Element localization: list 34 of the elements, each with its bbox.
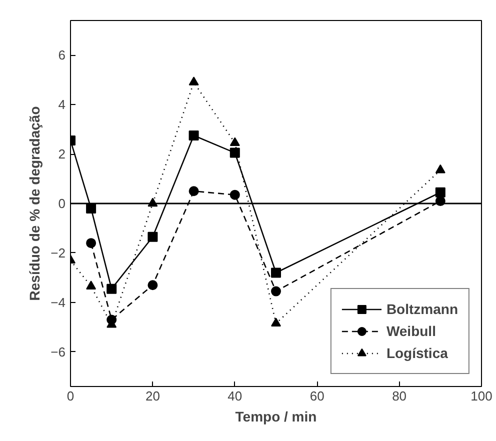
x-tick-label: 80 xyxy=(392,388,407,404)
y-tick-label: −6 xyxy=(50,344,66,360)
point xyxy=(188,130,199,140)
point xyxy=(271,268,281,278)
point xyxy=(148,280,158,290)
y-tick-label: −4 xyxy=(50,294,66,310)
y-tick-label: 6 xyxy=(58,48,66,63)
point xyxy=(106,284,117,294)
point xyxy=(86,203,96,214)
point xyxy=(148,232,158,242)
legend-label: Logística xyxy=(386,345,448,361)
x-tick-label: 100 xyxy=(470,388,492,404)
y-tick-label: −2 xyxy=(50,245,66,260)
point xyxy=(230,137,240,146)
point xyxy=(86,238,96,248)
point xyxy=(86,280,96,290)
point xyxy=(271,318,281,327)
x-tick-label: 60 xyxy=(310,388,324,404)
point xyxy=(230,190,240,200)
point xyxy=(435,164,446,174)
legend-label: Boltzmann xyxy=(386,301,458,317)
point xyxy=(271,286,281,296)
y-tick-label: 4 xyxy=(58,97,66,112)
x-axis-title: Tempo / min xyxy=(235,408,317,424)
y-tick-label: 2 xyxy=(58,146,66,162)
point xyxy=(435,187,446,198)
point xyxy=(188,76,199,86)
x-tick-label: 20 xyxy=(145,388,160,404)
y-axis-title: Resíduo de % de degradação xyxy=(26,106,43,301)
y-tick-label: 0 xyxy=(58,196,66,211)
x-tick-label: 40 xyxy=(228,388,242,404)
point xyxy=(188,186,199,196)
point xyxy=(230,148,240,158)
legend-label: Weibull xyxy=(386,323,436,339)
